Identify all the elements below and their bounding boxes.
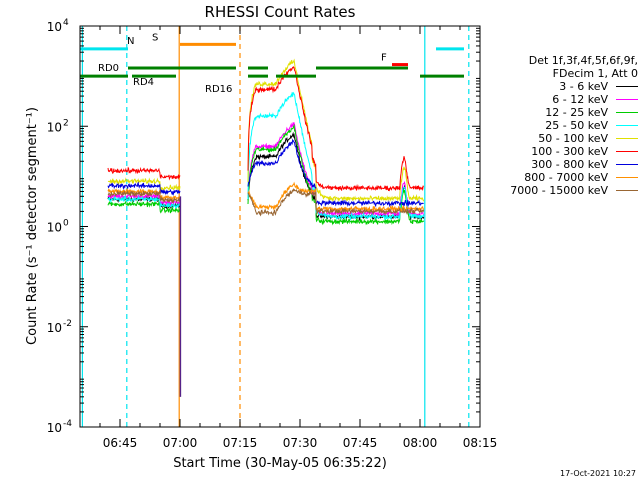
y-axis-label: Count Rate (s⁻¹ detector segment⁻¹)	[25, 107, 40, 345]
flag-label-n: N	[127, 36, 134, 47]
series-line-4	[107, 58, 425, 202]
x-tick-label-3: 07:30	[283, 436, 318, 450]
legend: Det 1f,3f,4f,5f,6f,9f, FDecim 1, Att 0 3…	[482, 54, 638, 197]
legend-swatch	[616, 112, 638, 113]
legend-swatch	[616, 125, 638, 126]
legend-entries: 3 - 6 keV 6 - 12 keV 12 - 25 keV 25 - 50 ke…	[482, 80, 638, 197]
legend-entry-label: 300 - 800 keV	[531, 158, 608, 171]
x-tick-label-0: 06:45	[103, 436, 138, 450]
legend-entry: 12 - 25 keV	[482, 106, 638, 119]
y-tick-exponent-0: 4	[63, 18, 69, 28]
legend-swatch	[616, 164, 638, 165]
legend-entry-label: 800 - 7000 keV	[524, 171, 608, 184]
legend-entry: 100 - 300 keV	[482, 145, 638, 158]
y-tick-label-0: 10	[47, 20, 62, 34]
chart-title: RHESSI Count Rates	[205, 3, 356, 21]
x-tick-label-4: 07:45	[343, 436, 378, 450]
plot-area: N S F RD0 RD4 RD16	[80, 26, 470, 427]
legend-header-detectors: Det 1f,3f,4f,5f,6f,9f,	[528, 54, 638, 67]
x-tick-label-5: 08:00	[403, 436, 438, 450]
x-tick-label-1: 07:00	[163, 436, 198, 450]
y-tick-label-3: 10	[47, 321, 62, 335]
legend-entry-label: 100 - 300 keV	[531, 145, 608, 158]
series-line-3	[107, 91, 425, 221]
series-line-2	[107, 123, 425, 226]
legend-entry: 25 - 50 keV	[482, 119, 638, 132]
series-line-1	[107, 121, 425, 218]
flag-label-rd0: RD0	[98, 63, 119, 74]
legend-entry: 3 - 6 keV	[482, 80, 638, 93]
legend-entry-label: 6 - 12 keV	[552, 93, 608, 106]
legend-swatch	[616, 138, 638, 139]
legend-swatch	[616, 99, 638, 100]
legend-entry: 6 - 12 keV	[482, 93, 638, 106]
flag-label-s: S	[152, 32, 158, 43]
y-tick-exponent-3: -2	[63, 319, 72, 329]
flag-label-rd16: RD16	[205, 84, 232, 95]
x-axis-label: Start Time (30-May-05 06:35:22)	[173, 456, 387, 471]
y-tick-label-4: 10	[47, 421, 62, 435]
legend-entry-label: 50 - 100 keV	[538, 132, 608, 145]
legend-entry-label: 12 - 25 keV	[545, 106, 608, 119]
x-tick-label-2: 07:15	[223, 436, 258, 450]
flag-label-f: F	[381, 53, 387, 64]
legend-swatch	[616, 190, 638, 191]
legend-entry-label: 7000 - 15000 keV	[510, 184, 608, 197]
y-tick-label-2: 10	[47, 221, 62, 235]
series-line-6	[107, 138, 424, 208]
legend-entry: 800 - 7000 keV	[482, 171, 638, 184]
legend-swatch	[616, 151, 638, 152]
legend-entry: 7000 - 15000 keV	[482, 184, 638, 197]
legend-swatch	[616, 177, 638, 178]
legend-entry-label: 3 - 6 keV	[559, 80, 608, 93]
legend-entry: 300 - 800 keV	[482, 158, 638, 171]
y-tick-exponent-2: 0	[63, 219, 69, 229]
y-tick-exponent-1: 2	[63, 118, 69, 128]
y-tick-label-1: 10	[47, 120, 62, 134]
x-tick-label-6: 08:15	[463, 436, 498, 450]
legend-entry: 50 - 100 keV	[482, 132, 638, 145]
y-tick-exponent-4: -4	[63, 419, 72, 429]
generation-date: 17-Oct-2021 10:27	[560, 469, 636, 478]
series-line-8	[107, 188, 425, 217]
legend-swatch	[616, 86, 638, 87]
legend-entry-label: 25 - 50 keV	[545, 119, 608, 132]
flag-label-rd4: RD4	[133, 77, 154, 88]
series-line-5	[107, 66, 425, 192]
legend-header-decimation: FDecim 1, Att 0	[552, 67, 638, 80]
